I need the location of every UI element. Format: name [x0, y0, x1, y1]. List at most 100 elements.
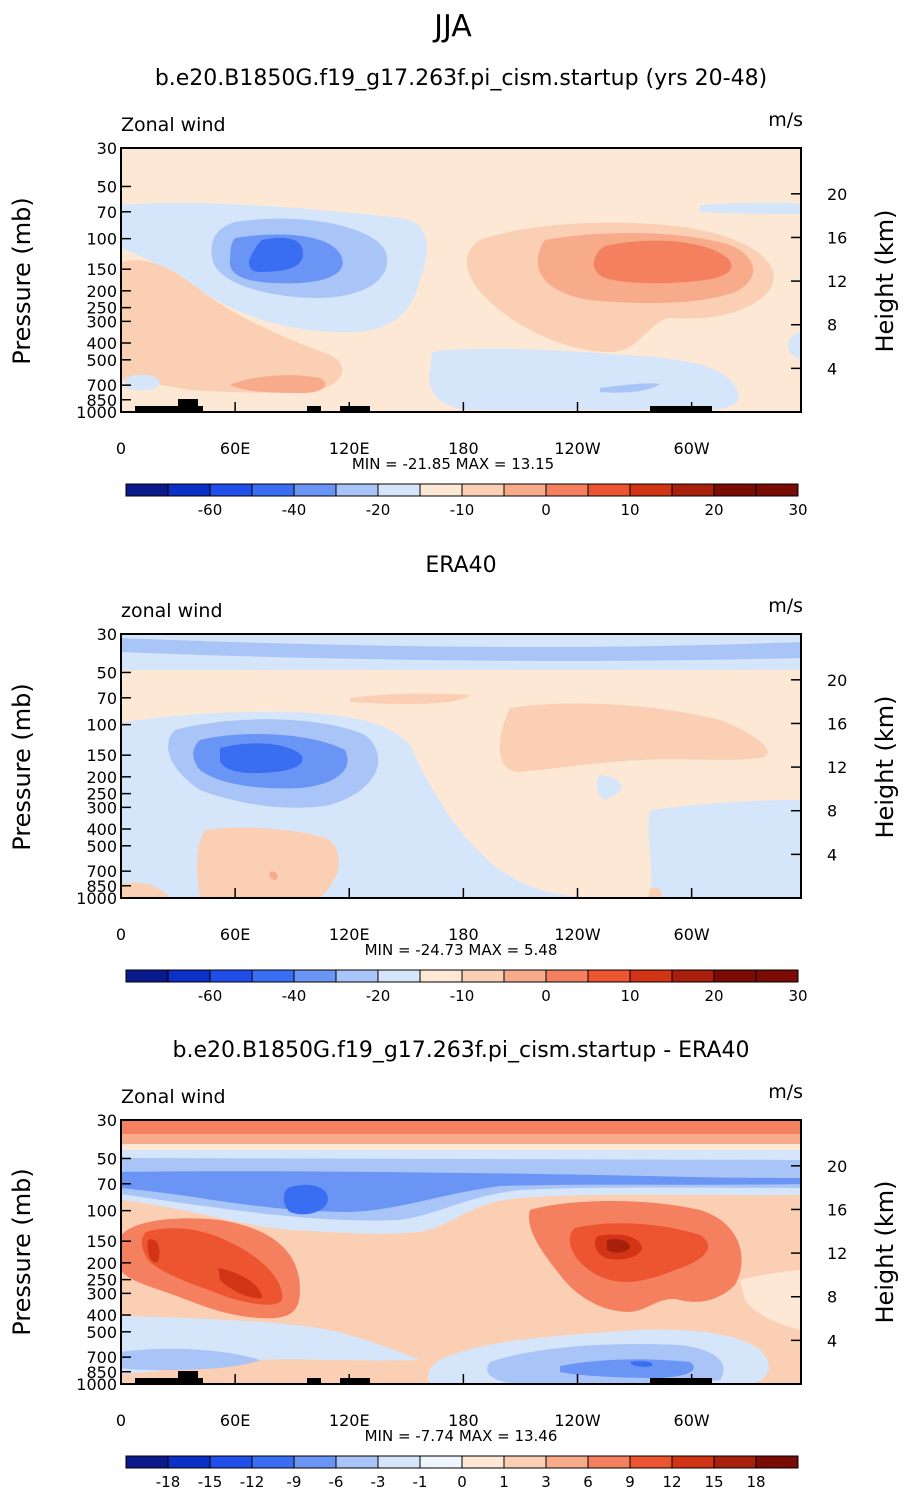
longitude-tick-label: 120E	[329, 1411, 370, 1430]
height-tick-label: 12	[827, 758, 847, 777]
colorbar-tick-label: 0	[541, 501, 551, 519]
colorbar-box	[419, 1455, 463, 1469]
colorbar-tick-label: 9	[625, 1473, 635, 1491]
colorbar-box	[251, 1455, 295, 1469]
plot-frame	[120, 633, 802, 899]
contour-band-pos-0-1	[121, 1144, 801, 1150]
colorbar-box	[503, 969, 547, 983]
pressure-tick-label: 850	[86, 1363, 117, 1382]
colorbar-box	[125, 969, 169, 983]
difference-min	[283, 1184, 328, 1215]
pressure-tick-label: 700	[86, 376, 117, 395]
colorbar-tick-label: -15	[198, 1473, 223, 1491]
colorbar-box	[335, 1455, 379, 1469]
jet-core-max	[593, 240, 732, 284]
colorbar-tick-label: -12	[240, 1473, 265, 1491]
pressure-tick-label: 70	[97, 689, 117, 708]
contour-band-neg-10-0-east	[648, 800, 801, 898]
colorbar-box	[125, 1455, 169, 1469]
colorbar-box	[503, 1455, 547, 1469]
colorbar-tick-label: 10	[620, 501, 639, 519]
colorbar-box	[587, 483, 631, 497]
longitude-tick-label: 60W	[674, 1411, 710, 1430]
pressure-tick-label: 50	[97, 177, 117, 196]
colorbar-tick-label: -20	[366, 987, 391, 1005]
pressure-tick-label: 850	[86, 877, 117, 896]
pressure-tick-label: 400	[86, 1306, 117, 1325]
units-label: m/s	[768, 1081, 803, 1103]
longitude-tick-label: 120W	[554, 439, 601, 458]
colorbar-tick-label: -40	[282, 501, 307, 519]
longitude-tick-label: 180	[448, 439, 479, 458]
height-tick-label: 4	[827, 359, 837, 378]
field-label: Zonal wind	[121, 1086, 226, 1108]
colorbar-box	[251, 969, 295, 983]
min-max-stats: MIN = -7.74 MAX = 13.46	[365, 1427, 558, 1445]
colorbar-tick-label: -3	[371, 1473, 386, 1491]
pressure-tick-label: 200	[86, 768, 117, 787]
contour-band-pos-3-6-top	[121, 1134, 801, 1144]
longitude-tick-label: 180	[448, 1411, 479, 1430]
longitude-ticks: 0 60E 120E 180 120W 60W	[116, 1374, 710, 1430]
colorbar-box	[377, 1455, 421, 1469]
colorbar-tick-label: 0	[457, 1473, 467, 1491]
height-tick-label: 12	[827, 1244, 847, 1263]
pressure-tick-label: 1000	[76, 1375, 117, 1394]
topography-mask	[135, 399, 712, 412]
contour-band-neg-small	[125, 374, 160, 391]
y-axis-label: Pressure (mb)	[8, 1168, 36, 1335]
contour-band-pos-0-1-east	[740, 1270, 801, 1330]
longitude-ticks: 0 60E 120E 180 120W 60W	[116, 888, 710, 944]
topography-block	[178, 399, 198, 412]
contour-band-pos-edge	[648, 887, 662, 898]
pressure-tick-label: 1000	[76, 403, 117, 422]
height-tick-label: 16	[827, 228, 847, 247]
colorbar-box	[209, 483, 253, 497]
colorbar-tick-label: -10	[450, 987, 475, 1005]
jet-core-min	[248, 237, 304, 272]
colorbar-box	[629, 969, 673, 983]
height-tick-label: 16	[827, 714, 847, 733]
colorbar-box	[545, 969, 589, 983]
colorbar: -60 -40 -20 -10 0 10 20 30	[125, 483, 808, 519]
topography-block	[307, 1378, 321, 1384]
height-tick-label: 4	[827, 845, 837, 864]
colorbar-tick-label: -1	[413, 1473, 428, 1491]
height-tick-label: 4	[827, 1331, 837, 1350]
height-tick-label: 20	[827, 671, 847, 690]
height-ticks: 20 16 12 8 4	[791, 185, 847, 378]
topography-block	[650, 406, 712, 412]
panel-reanalysis: ERA40 zonal wind m/s Pressure (mb) Heigh…	[8, 553, 899, 1005]
colorbar-box	[629, 1455, 673, 1469]
pressure-tick-label: 300	[86, 798, 117, 817]
colorbar-tick-label: 10	[620, 987, 639, 1005]
topography-block	[340, 1378, 370, 1384]
topography-block	[650, 1378, 712, 1384]
contour-band-pos-12-15	[218, 1268, 262, 1299]
colorbar-tick-label: -6	[329, 1473, 344, 1491]
colorbar-tick-label: 15	[704, 1473, 723, 1491]
contour-band-pos-edge	[121, 882, 170, 898]
pressure-tick-label: 250	[86, 1271, 117, 1290]
colorbar-box	[587, 969, 631, 983]
y-axis-label: Pressure (mb)	[8, 683, 36, 850]
colorbar-box	[461, 483, 505, 497]
pressure-tick-label: 30	[97, 1111, 117, 1130]
longitude-tick-label: 60W	[674, 439, 710, 458]
plot-frame	[120, 1119, 802, 1385]
colorbar-tick-label: 0	[541, 987, 551, 1005]
longitude-tick-label: 60E	[220, 439, 250, 458]
pressure-tick-label: 700	[86, 1348, 117, 1367]
pressure-tick-label: 50	[97, 663, 117, 682]
contour-band-pos-0-10-low	[121, 260, 343, 393]
longitude-tick-label: 0	[116, 439, 126, 458]
panel-model: b.e20.B1850G.f19_g17.263f.pi_cism.startu…	[8, 66, 899, 519]
longitude-tick-label: 0	[116, 1411, 126, 1430]
pressure-tick-label: 500	[86, 1323, 117, 1342]
panel-difference: b.e20.B1850G.f19_g17.263f.pi_cism.startu…	[8, 1038, 899, 1491]
contour-band-neg-6-east	[630, 1361, 653, 1367]
colorbar-tick-label: -9	[287, 1473, 302, 1491]
contour-band-pos-small	[269, 871, 278, 880]
